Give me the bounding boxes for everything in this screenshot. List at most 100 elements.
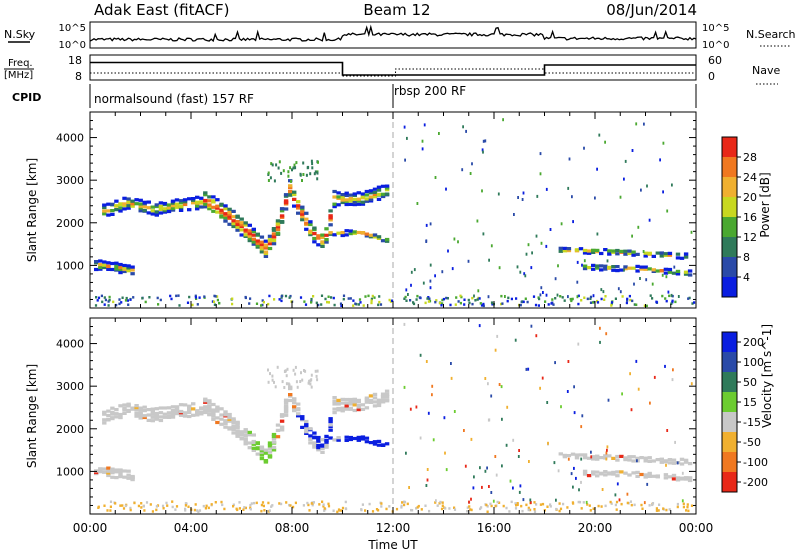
heatmap-cell	[178, 204, 184, 208]
heatmap-cell	[671, 473, 677, 477]
heatmap-cell	[344, 202, 349, 207]
heatmap-cell	[114, 470, 119, 474]
heatmap-cell	[102, 421, 107, 425]
ground-scatter-cell	[445, 296, 448, 300]
ground-scatter-cell	[122, 507, 126, 510]
ground-scatter-cell	[501, 302, 504, 305]
freq-panel: Freq. [MHz] 18 8 60 0 Nave	[4, 54, 780, 85]
heatmap-cell	[182, 198, 188, 202]
scatter-cell	[316, 171, 319, 175]
ground-scatter-cell	[455, 296, 458, 299]
ground-scatter-cell	[278, 298, 281, 301]
velocity-ylabel: Slant Range [km]	[25, 364, 39, 468]
heatmap-cell	[239, 432, 244, 436]
heatmap-cell	[154, 417, 159, 421]
ground-scatter-cell	[648, 504, 651, 507]
scatter-cell	[408, 486, 410, 489]
ground-scatter-cell	[244, 296, 247, 300]
ground-scatter-cell	[261, 501, 265, 504]
heatmap-cell	[643, 475, 648, 479]
colorbar-swatch	[722, 352, 737, 373]
heatmap-cell	[166, 406, 172, 410]
ground-scatter-cell	[327, 502, 330, 506]
ground-scatter-cell	[231, 302, 234, 306]
ground-scatter-cell	[592, 301, 595, 304]
ground-scatter-cell	[380, 502, 383, 505]
heatmap-cell	[380, 394, 386, 399]
heatmap-cell	[166, 206, 172, 210]
heatmap-cell	[211, 199, 216, 203]
heatmap-cell	[603, 473, 608, 477]
scatter-cell	[690, 230, 693, 234]
heatmap-cell	[328, 209, 333, 213]
scatter-cell	[676, 461, 679, 465]
ground-scatter-cell	[303, 300, 306, 303]
heatmap-cell	[199, 406, 204, 410]
heatmap-cell	[683, 476, 689, 480]
scatter-cell	[605, 451, 608, 455]
scatter-cell	[302, 173, 305, 176]
heatmap-cell	[619, 268, 624, 272]
heatmap-cell	[283, 193, 289, 197]
scatter-cell	[567, 457, 570, 461]
heatmap-cell	[360, 407, 366, 411]
heatmap-cell	[158, 406, 164, 410]
heatmap-cell	[368, 441, 374, 445]
heatmap-cell	[162, 406, 168, 410]
heatmap-cell	[150, 415, 155, 419]
ground-scatter-cell	[441, 302, 444, 305]
heatmap-cell	[312, 443, 317, 447]
heatmap-cell	[110, 471, 115, 475]
y-tick-label: 4000	[56, 338, 84, 351]
scatter-cell	[482, 150, 484, 154]
heatmap-cell	[360, 202, 366, 206]
ground-scatter-cell	[175, 294, 178, 298]
heatmap-cell	[586, 456, 592, 460]
ground-scatter-cell	[320, 303, 323, 306]
heatmap-cell	[352, 200, 357, 205]
heatmap-cell	[211, 205, 216, 209]
ground-scatter-cell	[514, 502, 517, 505]
heatmap-cell	[142, 415, 147, 420]
scatter-cell	[501, 417, 503, 421]
heatmap-cell	[126, 264, 131, 268]
heatmap-cell	[130, 474, 135, 479]
ground-scatter-cell	[539, 503, 542, 506]
scatter-cell	[545, 187, 548, 191]
heatmap-cell	[607, 252, 612, 256]
ground-scatter-cell	[327, 295, 330, 298]
scatter-cell	[599, 340, 601, 344]
heatmap-cell	[283, 401, 289, 405]
ground-scatter-cell	[155, 505, 158, 508]
scatter-cell	[410, 270, 413, 274]
ground-scatter-cell	[103, 303, 106, 306]
ground-scatter-cell	[358, 298, 362, 301]
heatmap-cell	[126, 476, 131, 480]
heatmap-cell	[191, 402, 196, 406]
ground-scatter-cell	[349, 297, 352, 300]
scatter-cell	[557, 264, 559, 268]
heatmap-cell	[675, 256, 681, 260]
heatmap-cell	[380, 184, 386, 188]
heatmap-cell	[582, 251, 588, 255]
scatter-cell	[464, 464, 467, 468]
heatmap-cell	[283, 398, 289, 402]
heatmap-cell	[279, 209, 285, 213]
ground-scatter-cell	[263, 509, 266, 512]
scatter-cell	[590, 455, 593, 459]
x-tick-label: 16:00	[477, 521, 512, 535]
heatmap-cell	[372, 400, 378, 404]
heatmap-cell	[271, 228, 277, 232]
heatmap-cell	[300, 210, 305, 214]
heatmap-cell	[178, 409, 184, 414]
ground-scatter-cell	[395, 507, 399, 511]
scatter-cell	[496, 334, 499, 338]
heatmap-cell	[292, 204, 297, 208]
scatter-cell	[545, 244, 548, 248]
y-tick-label: 3000	[56, 174, 84, 187]
scatter-cell	[596, 167, 598, 171]
heatmap-cell	[154, 213, 159, 217]
heatmap-cell	[320, 450, 325, 454]
heatmap-cell	[635, 470, 640, 474]
heatmap-cell	[336, 406, 341, 411]
